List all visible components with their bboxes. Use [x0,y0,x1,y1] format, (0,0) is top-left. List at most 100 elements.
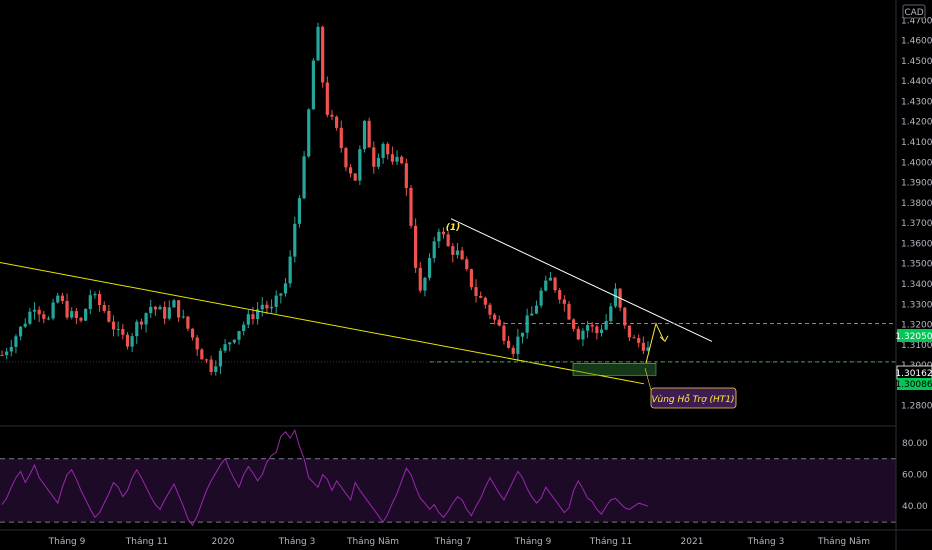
candle-body [530,313,534,316]
candle-body [469,269,473,288]
candle-body [576,328,580,340]
candle-body [311,60,315,110]
price-tick-label: 1.31000 [901,341,932,351]
chart-annotations [0,218,896,391]
rsi-tick-label: 60.00 [902,471,928,481]
candle-body [74,311,78,318]
price-tick-label: 1.44000 [901,77,932,87]
candle-body [451,246,455,255]
candle-body [297,198,302,224]
support-price-label: 1.30086 [895,380,932,390]
candle-body [279,293,283,296]
candle-body [562,299,566,304]
candle-body [232,339,236,343]
candle-body [23,323,27,327]
candle-body [93,294,97,296]
candle-body [274,295,278,307]
candle-body [0,355,4,356]
time-axis[interactable]: Tháng 9 Tháng 11 2020 Tháng 3 Tháng Năm Tháng… [48,537,870,547]
candle-body [260,304,264,310]
candle-body [102,305,106,311]
candle-body [107,310,111,322]
candle-body [432,241,436,259]
candle-body [358,149,362,181]
candle-body [42,314,46,319]
candle-body [335,116,339,128]
price-axis[interactable]: 1.280001.290001.300001.310001.320001.330… [901,16,932,512]
candle-body [186,316,190,329]
candle-body [348,167,353,174]
price-tick-label: 1.40000 [901,158,932,168]
candle-body [572,319,576,329]
support-callout-box[interactable] [650,387,737,409]
candle-body [414,225,418,268]
price-tick-label: 1.34000 [901,280,932,290]
time-tick-label: Tháng Năm [346,537,399,547]
candle-body [590,325,594,327]
candle-body [488,304,492,315]
candle-body [293,223,297,257]
candle-body [144,313,148,325]
candle-body [585,325,590,331]
candle-body [395,156,399,162]
candle-body [307,109,311,157]
candle-body [441,231,446,235]
candle-body [427,258,432,278]
candle-body [479,296,483,298]
price-tick-label: 1.36000 [901,239,932,249]
candle-body [353,173,357,181]
currency-badge[interactable] [902,4,926,19]
candle-body [167,307,171,319]
wave-label: (1) [446,223,461,233]
candle-body [56,295,60,303]
rsi-pane[interactable] [0,428,896,527]
projection-arrowhead [659,335,669,342]
candle-body [321,26,325,83]
lower-trendline[interactable] [0,262,645,385]
candle-body [60,295,65,301]
rsi-tick-label: 80.00 [902,439,928,449]
candle-body [18,326,23,337]
candle-body [139,321,144,325]
candle-body [409,187,413,226]
rsi-line [1,428,649,527]
support-price-badge [897,378,932,390]
price-pane[interactable] [0,22,650,376]
candle-body [214,366,218,372]
candle-body [65,300,69,318]
candle-body [386,143,390,155]
candle-body [502,325,506,341]
upper-trendline[interactable] [450,218,713,342]
price-tick-label: 1.35000 [901,260,932,270]
candle-body [641,342,645,351]
candle-body [376,157,381,167]
candle-body [362,120,367,150]
time-tick-label: Tháng 11 [125,537,168,547]
candle-body [111,321,116,330]
support-zone[interactable] [572,363,657,376]
candle-body [163,306,167,319]
current-price-label: 1.30162 [895,369,932,379]
candle-body [116,329,120,331]
candle-body [5,351,9,356]
candle-body [520,332,525,337]
candle-body [418,267,422,291]
candle-body [632,337,636,339]
candle-body [181,316,185,318]
candle-body [558,290,562,300]
candle-body [97,294,102,306]
candle-body [153,306,157,310]
candle-body [172,300,176,308]
candle-body [28,311,32,324]
price-tick-label: 1.37000 [901,219,932,229]
time-tick-label: Tháng Năm [817,537,870,547]
price-tick-label: 1.43000 [901,97,932,107]
candle-body [246,314,250,325]
support-callout-text: Vùng Hỗ Trợ (HT1) [652,394,735,405]
candle-body [455,250,460,255]
time-tick-label: Tháng 9 [48,537,86,547]
time-tick-label: Tháng 3 [747,537,785,547]
candle-body [330,114,334,117]
candle-body [70,311,74,318]
